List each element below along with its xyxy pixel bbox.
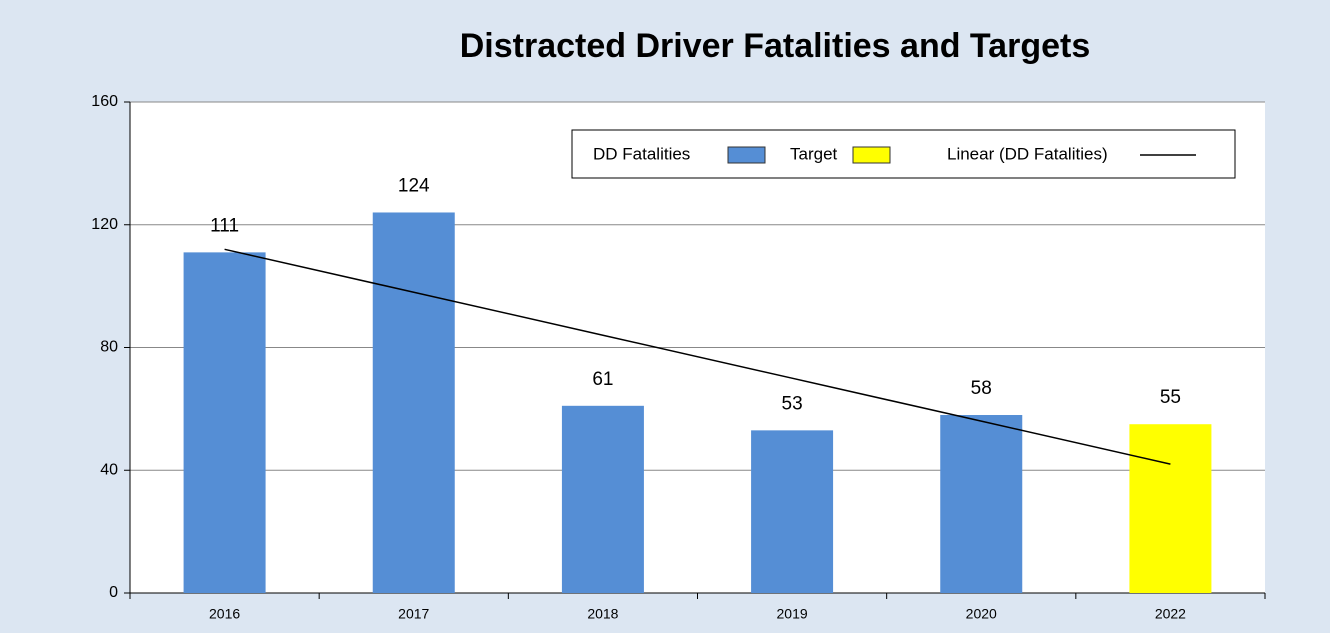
data-label: 61 <box>592 369 613 390</box>
legend-label: Target <box>790 144 838 163</box>
bar <box>561 405 644 593</box>
chart-title: Distracted Driver Fatalities and Targets <box>460 27 1090 65</box>
data-label: 58 <box>971 378 992 399</box>
x-tick-label: 2017 <box>398 606 429 622</box>
y-tick-label: 0 <box>109 584 118 601</box>
bar <box>372 212 455 593</box>
x-tick-label: 2018 <box>587 606 618 622</box>
data-label: 53 <box>782 393 803 414</box>
data-label: 124 <box>398 175 430 196</box>
x-tick-label: 2020 <box>966 606 997 622</box>
bar <box>751 430 834 593</box>
legend-swatch <box>852 146 891 164</box>
data-label: 111 <box>210 215 239 236</box>
y-tick-label: 80 <box>100 339 118 356</box>
x-tick-label: 2022 <box>1155 606 1186 622</box>
x-tick-label: 2016 <box>209 606 240 622</box>
y-tick-label: 160 <box>91 93 118 110</box>
legend-label: Linear (DD Fatalities) <box>947 144 1108 163</box>
legend-label: DD Fatalities <box>593 144 690 163</box>
data-label: 55 <box>1160 387 1181 408</box>
y-tick-label: 120 <box>91 216 118 233</box>
bar <box>940 415 1023 593</box>
legend-swatch <box>727 146 766 164</box>
y-tick-label: 40 <box>100 461 118 478</box>
bar <box>1129 424 1212 593</box>
x-tick-label: 2019 <box>777 606 808 622</box>
legend-box <box>571 129 1236 179</box>
bar <box>183 252 266 593</box>
trend-line <box>224 248 1171 465</box>
